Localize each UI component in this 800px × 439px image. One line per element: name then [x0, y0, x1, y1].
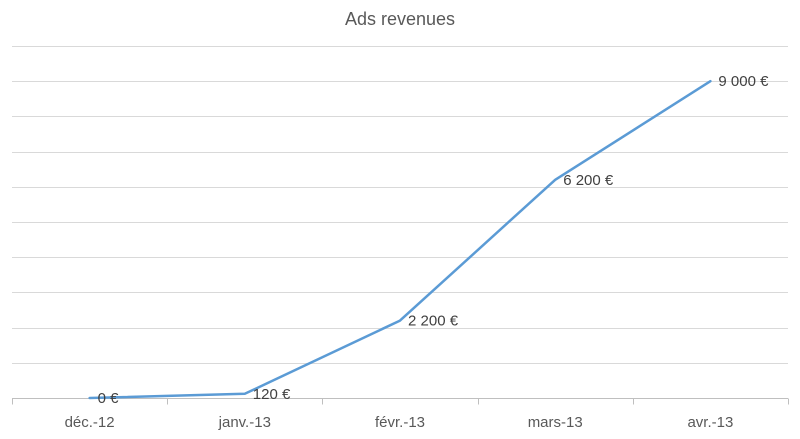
chart-title: Ads revenues — [344, 9, 456, 29]
data-label: 9 000 € — [718, 73, 769, 90]
x-tick-label: janv.-13 — [218, 414, 271, 431]
x-tick-label: févr.-13 — [375, 414, 425, 431]
data-label: 120 € — [253, 386, 291, 403]
x-tick-label: mars-13 — [528, 414, 583, 431]
x-tick-label: déc.-12 — [65, 414, 115, 431]
series-line — [88, 79, 712, 400]
x-tick-label: avr.-13 — [687, 414, 733, 431]
data-label: 0 € — [98, 390, 120, 407]
data-label: 6 200 € — [563, 172, 614, 189]
data-label: 2 200 € — [408, 313, 459, 330]
